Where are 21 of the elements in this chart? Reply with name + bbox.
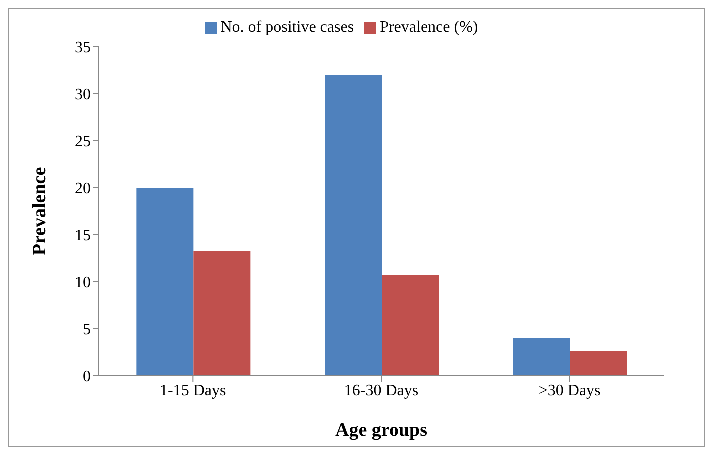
bar <box>325 75 382 376</box>
x-tick-label: >30 Days <box>538 382 601 400</box>
bar <box>570 352 628 376</box>
y-tick-label: 25 <box>75 134 91 151</box>
y-tick-label: 5 <box>83 322 91 339</box>
y-tick-label: 0 <box>83 368 91 386</box>
y-tick-label: 10 <box>75 274 91 292</box>
legend-label: Prevalence (%) <box>380 19 478 36</box>
y-tick-label: 15 <box>75 228 91 245</box>
x-tick-label: 1-15 Days <box>160 382 226 400</box>
y-axis-title: Prevalence <box>30 167 51 256</box>
bar <box>382 275 439 376</box>
y-tick-label: 30 <box>75 86 91 104</box>
bar <box>136 188 194 376</box>
y-tick-label: 35 <box>75 40 91 57</box>
x-axis-title: Age groups <box>335 420 428 441</box>
legend-label: No. of positive cases <box>220 19 354 36</box>
bar <box>194 250 251 376</box>
y-tick-label: 20 <box>75 180 91 198</box>
bar <box>513 338 570 376</box>
x-tick-label: 16-30 Days <box>344 382 419 400</box>
